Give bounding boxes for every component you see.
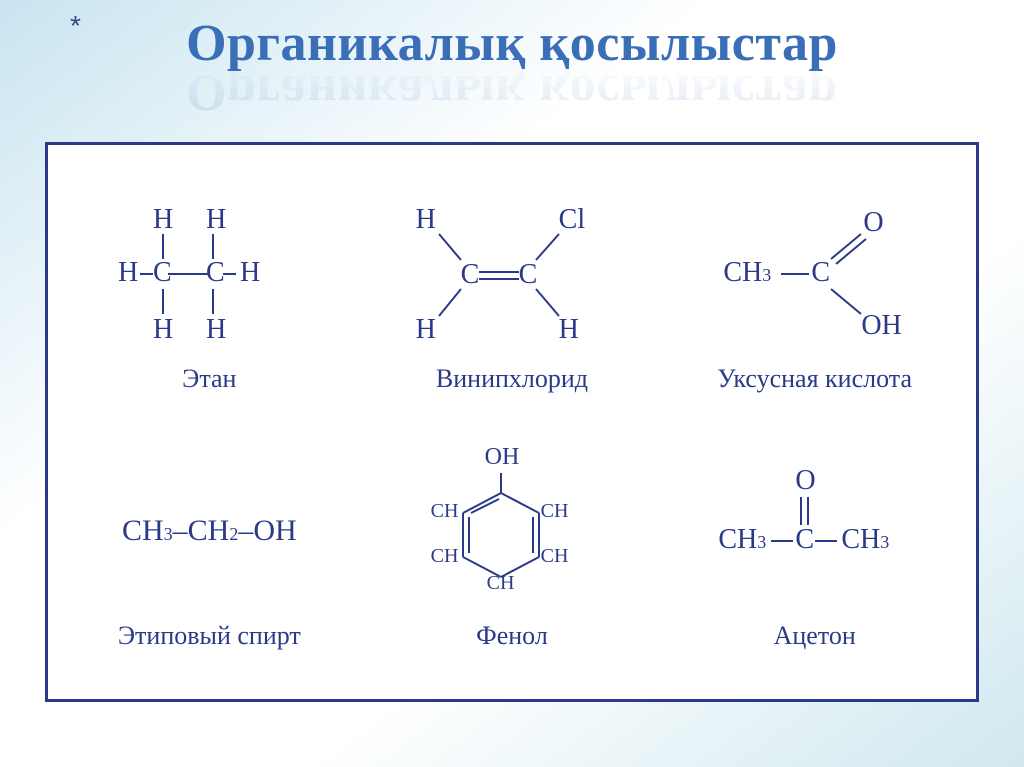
title-container: Органикалық қосылыстар Органикалық қосыл…	[45, 14, 979, 122]
acetic-acid-caption: Уксусная кислота	[717, 364, 912, 394]
atom-h: H	[118, 259, 138, 287]
phenol-ring	[361, 451, 641, 621]
atom-h: H	[153, 206, 173, 234]
compound-vinyl-chloride: C C H H Cl H Винипхлорид	[361, 165, 664, 422]
atom-ch: CH	[487, 573, 515, 593]
vinyl-chloride-caption: Винипхлорид	[436, 364, 588, 394]
atom-h: H	[240, 259, 260, 287]
acetone-caption: Ацетон	[774, 621, 856, 651]
vinyl-chloride-structure: C C H H Cl H	[361, 194, 664, 354]
atom-ch: CH	[431, 546, 459, 566]
atom-c: C	[519, 261, 538, 289]
ethanol-structure: CH3–CH2–OH	[58, 451, 361, 611]
ethane-bonds	[58, 194, 338, 354]
atom-c: C	[811, 259, 830, 287]
atom-h: H	[559, 316, 579, 344]
compound-ethane: H C C H H H H H Этан	[58, 165, 361, 422]
ethanol-formula: CH3–CH2–OH	[122, 516, 297, 546]
atom-h: H	[206, 206, 226, 234]
atom-h: H	[416, 206, 436, 234]
atom-c: C	[206, 259, 225, 287]
vinyl-chloride-bonds	[361, 194, 641, 354]
compound-phenol: OH CH CH CH CH CH Фенол	[361, 422, 664, 679]
atom-c: C	[795, 526, 814, 554]
phenol-structure: OH CH CH CH CH CH	[361, 451, 664, 611]
atom-o: O	[795, 467, 815, 495]
compound-acetic-acid: CH3 C O OH Уксусная кислота	[663, 165, 966, 422]
atom-ch: CH	[541, 546, 569, 566]
phenol-caption: Фенол	[476, 621, 548, 651]
atom-h: H	[206, 316, 226, 344]
atom-ch3-left: CH3	[718, 526, 766, 554]
compound-ethanol: CH3–CH2–OH Этиповый спирт	[58, 422, 361, 679]
ethane-caption: Этан	[182, 364, 236, 394]
atom-o: O	[863, 209, 883, 237]
atom-h: H	[416, 316, 436, 344]
acetic-acid-structure: CH3 C O OH	[663, 194, 966, 354]
atom-ch: CH	[541, 501, 569, 521]
atom-oh: OH	[861, 312, 901, 340]
title-reflection: Органикалық қосылыстар	[45, 63, 979, 122]
atom-ch3: CH3	[723, 259, 771, 287]
atom-c: C	[153, 259, 172, 287]
atom-cl: Cl	[559, 206, 585, 234]
compound-acetone: CH3 C CH3 O Ацетон	[663, 422, 966, 679]
ethane-structure: H C C H H H H H	[58, 194, 361, 354]
atom-ch: CH	[431, 501, 459, 521]
atom-ch3-right: CH3	[841, 526, 889, 554]
atom-c: C	[461, 261, 480, 289]
ethanol-caption: Этиповый спирт	[118, 621, 301, 651]
acetone-structure: CH3 C CH3 O	[663, 451, 966, 611]
atom-h: H	[153, 316, 173, 344]
atom-oh: OH	[485, 445, 520, 469]
compounds-diagram: H C C H H H H H Этан C C H H Cl	[45, 142, 979, 702]
